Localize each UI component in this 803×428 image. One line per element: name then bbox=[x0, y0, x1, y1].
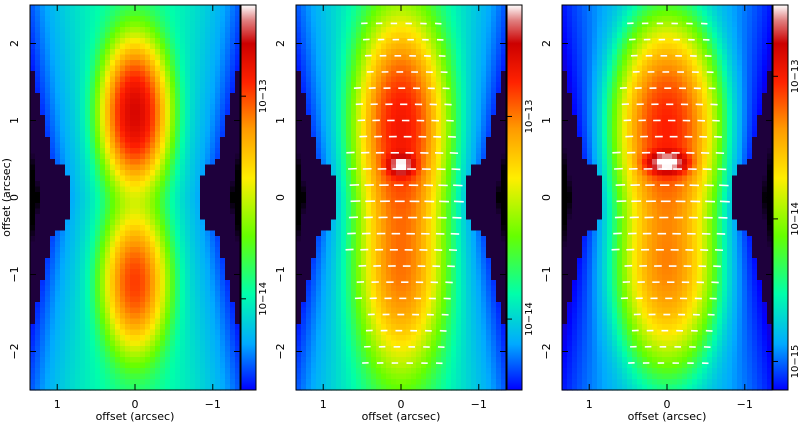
y-tick-label: −2 bbox=[540, 343, 553, 359]
x-axis-label: offset (arcsec) bbox=[96, 410, 175, 423]
colorbar-label: 10−14 bbox=[258, 282, 269, 316]
y-tick-label: 1 bbox=[540, 117, 553, 124]
heatmap-image bbox=[562, 5, 773, 391]
x-tick-label: 0 bbox=[398, 398, 405, 411]
y-axis-label: offset (arcsec) bbox=[0, 158, 13, 237]
colorbar-label: 10−13 bbox=[790, 59, 801, 93]
colorbar: 10−13 10−14 bbox=[506, 4, 535, 391]
y-tick-label: 0 bbox=[8, 194, 21, 201]
x-tick-label: 0 bbox=[132, 398, 139, 411]
polarization-vectors bbox=[345, 22, 464, 365]
colorbar-label: 10−14 bbox=[790, 202, 801, 236]
x-tick-label: 1 bbox=[586, 398, 593, 411]
x-tick-label: 1 bbox=[54, 398, 61, 411]
y-tick-label: 0 bbox=[540, 194, 553, 201]
polarization-vectors bbox=[611, 22, 730, 365]
colorbar: 10−13 10−14 bbox=[240, 4, 269, 391]
y-tick-label: 1 bbox=[8, 117, 21, 124]
panel-middle: 1 0 −1 −2 −1 0 1 2 offset (arcsec) 10−13 10−14 bbox=[274, 4, 535, 423]
colorbar: 10−13 10−14 10−15 bbox=[772, 4, 801, 391]
colorbar-label: 10−13 bbox=[258, 79, 269, 113]
y-tick-label: 2 bbox=[274, 40, 287, 47]
y-tick-label: 2 bbox=[8, 40, 21, 47]
x-tick-label: −1 bbox=[471, 398, 487, 411]
x-tick-label: −1 bbox=[205, 398, 221, 411]
heatmap-image bbox=[30, 5, 241, 391]
y-tick-label: 0 bbox=[274, 194, 287, 201]
colorbar-label: 10−15 bbox=[790, 345, 801, 379]
y-tick-label: 2 bbox=[540, 40, 553, 47]
y-tick-label: −2 bbox=[274, 343, 287, 359]
x-axis-label: offset (arcsec) bbox=[628, 410, 707, 423]
colorbar-label: 10−14 bbox=[524, 302, 535, 336]
heatmap-image bbox=[296, 5, 507, 391]
y-tick-label: −2 bbox=[8, 343, 21, 359]
colorbar-label: 10−13 bbox=[524, 100, 535, 134]
x-axis-label: offset (arcsec) bbox=[362, 410, 441, 423]
y-tick-label: −1 bbox=[274, 266, 287, 282]
y-tick-label: −1 bbox=[540, 266, 553, 282]
x-tick-label: −1 bbox=[737, 398, 753, 411]
panel-left: 1 0 −1 −2 −1 0 1 2 offset (arcsec) offset (arcsec… bbox=[0, 4, 269, 423]
x-tick-label: 1 bbox=[320, 398, 327, 411]
x-tick-label: 0 bbox=[664, 398, 671, 411]
y-tick-label: 1 bbox=[274, 117, 287, 124]
y-tick-label: −1 bbox=[8, 266, 21, 282]
